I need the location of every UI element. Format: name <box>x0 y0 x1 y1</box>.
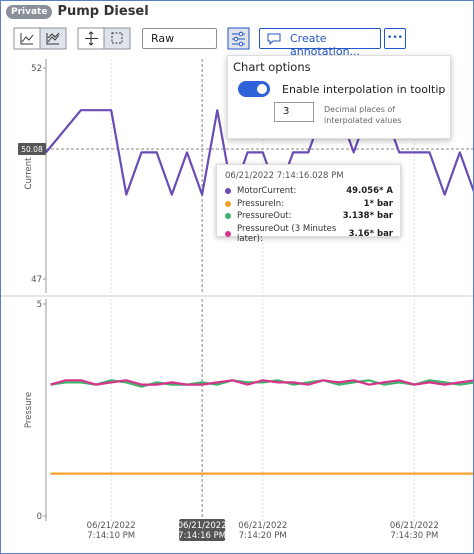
cursor-label-box <box>179 519 226 541</box>
tooltip-time: 06/21/2022 7:14:16.028 PM <box>225 171 344 181</box>
series-value: 1* bar <box>363 198 393 209</box>
cursor-label-line: 06/21/2022 <box>178 521 227 531</box>
toolbar-icons <box>13 27 250 50</box>
y-axis-label: Current <box>24 157 34 190</box>
x-tick-label-line: 06/21/2022 <box>238 521 287 531</box>
annotation-label: Create annotation... <box>290 32 361 58</box>
create-annotation-button[interactable]: Create annotation... <box>259 28 381 58</box>
cursor-label: 06/21/2022 7:14:16 PM <box>178 521 227 541</box>
decimal-label: Decimal places of interpolated values <box>324 105 402 125</box>
icon <box>238 31 244 37</box>
series-name: PressureIn: <box>237 198 285 209</box>
crosshair-label: 50.08 <box>21 145 43 154</box>
y-axis-label: Pressure <box>24 392 34 428</box>
legend-dot <box>225 188 231 194</box>
comment-icon <box>267 33 281 45</box>
x-tick-label-line: 06/21/2022 <box>87 521 136 531</box>
legend-dot <box>225 200 231 207</box>
y-tick-label: 5 <box>37 300 42 310</box>
interpolation-toggle[interactable] <box>238 81 270 97</box>
icon <box>233 36 239 42</box>
decimal-input[interactable]: 3 <box>274 102 314 122</box>
y-tick-label: 0 <box>37 512 42 522</box>
tooltip-row: MotorCurrent: 49.056* A <box>225 186 393 196</box>
x-tick-label-line: 7:14:20 PM <box>239 531 287 541</box>
icon <box>46 32 60 45</box>
more-label: ••• <box>387 33 403 43</box>
legend-dot <box>225 213 231 219</box>
series-value: 3.16* bar <box>348 228 393 239</box>
legend-dot <box>225 230 231 237</box>
tooltip-row: PressureIn: 1* bar <box>225 199 393 209</box>
chart-options-panel: Chart options Enable interpolation in to… <box>227 55 451 139</box>
tooltip-row: PressureOut: 3.138* bar <box>225 211 393 221</box>
y-tick-label: 47 <box>31 275 42 285</box>
options-title: Chart options <box>233 60 311 74</box>
series-value: 49.056* A <box>346 186 393 196</box>
icon <box>111 32 123 44</box>
x-tick-label-line: 7:14:10 PM <box>87 531 135 541</box>
crosshair-label-box <box>18 143 46 156</box>
tooltip: 06/21/2022 7:14:16.028 PM MotorCurrent: 4… <box>216 164 401 244</box>
mode-dropdown[interactable]: Raw <box>142 28 217 49</box>
more-button[interactable]: ••• <box>384 28 406 49</box>
y-tick-label: 52 <box>31 64 42 74</box>
mode-label: Raw <box>151 32 175 45</box>
x-tick-label-line: 7:14:30 PM <box>390 531 438 541</box>
series-name: PressureOut (3 Minutes later): <box>237 223 337 244</box>
x-tick-label: 06/21/2022 7:14:10 PM <box>87 521 136 541</box>
icon <box>20 33 34 45</box>
tooltip-row: PressureOut (3 Minutes later): 3.16* bar <box>225 224 393 244</box>
icon <box>238 41 244 47</box>
private-badge: Private <box>6 4 53 19</box>
decimal-value: 3 <box>283 106 290 117</box>
series-value: 3.138* bar <box>342 211 393 221</box>
asset-title: Pump Diesel <box>57 4 149 19</box>
icon <box>85 31 98 46</box>
header: Private Pump Diesel <box>6 4 149 19</box>
cursor-label-line: 7:14:16 PM <box>178 531 226 541</box>
x-tick-label: 06/21/2022 7:14:20 PM <box>238 521 287 541</box>
toggle-label: Enable interpolation in tooltip <box>282 83 446 96</box>
zoom-button[interactable] <box>103 27 131 50</box>
x-tick-label: 06/21/2022 7:14:30 PM <box>390 521 439 541</box>
plot-area <box>50 379 473 475</box>
x-tick-label-line: 06/21/2022 <box>390 521 439 531</box>
series-name: PressureOut: <box>237 211 292 221</box>
series-name: MotorCurrent: <box>237 186 297 196</box>
series-line <box>50 379 473 386</box>
